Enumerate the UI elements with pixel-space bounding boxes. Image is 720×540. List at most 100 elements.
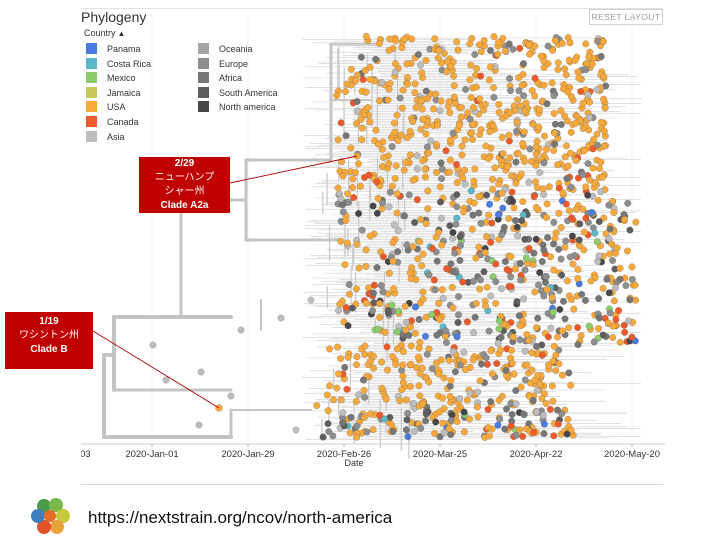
tip-point — [507, 87, 514, 95]
tip-point — [390, 221, 398, 229]
tip-point — [510, 370, 518, 378]
tip-point — [393, 209, 401, 217]
legend-title[interactable]: Country ▲ — [84, 28, 125, 38]
tip-point — [446, 382, 454, 390]
tip-point — [401, 326, 409, 334]
tip-point — [566, 253, 574, 261]
tip-point — [593, 130, 601, 138]
tip-point — [467, 187, 475, 195]
tip-point — [550, 218, 558, 226]
tip-point — [468, 35, 476, 42]
tip-point — [440, 429, 448, 436]
tip-point — [476, 285, 484, 293]
tip-point — [484, 424, 492, 431]
tip-point — [501, 425, 509, 433]
reset-layout-button[interactable]: RESET LAYOUT — [589, 9, 663, 25]
tip-point — [352, 285, 360, 293]
tip-point — [355, 210, 363, 217]
tip-point — [568, 296, 575, 303]
tip-point — [366, 118, 374, 126]
tip-point — [595, 295, 603, 302]
tip-point — [360, 386, 368, 394]
tip-point — [586, 114, 593, 121]
tip-point — [552, 351, 560, 359]
tip-point — [513, 223, 521, 231]
tip-point — [624, 247, 631, 255]
tip-point — [466, 415, 473, 423]
tip-point — [606, 309, 614, 317]
tip-point — [517, 170, 525, 178]
tip-point — [498, 133, 506, 141]
tip-point — [591, 229, 599, 237]
tip-point — [571, 56, 579, 64]
tip-point — [367, 232, 374, 240]
tip-point — [471, 165, 479, 173]
tip-point — [522, 254, 530, 262]
tip-point — [342, 132, 350, 140]
tip-point — [337, 195, 345, 203]
tip-point — [508, 188, 516, 196]
tip-point — [379, 199, 386, 207]
tip-point — [540, 81, 548, 89]
tip-point — [564, 415, 572, 423]
tip-point — [519, 140, 527, 148]
tip-point — [514, 96, 522, 104]
tip-point — [422, 56, 430, 64]
tip-point — [435, 47, 443, 55]
tip-point — [385, 46, 393, 54]
tip-point — [377, 282, 385, 289]
tip-point — [575, 74, 583, 82]
legend-label: Jamaica — [107, 87, 141, 98]
tip-point — [606, 225, 614, 233]
phylogeny-chart[interactable]: 03 2020-Jan-01 2020-Jan-29 2020-Feb-26 2020-… — [81, 0, 665, 480]
tip-point — [521, 107, 529, 115]
tip-point — [530, 428, 538, 436]
callout-pointer-new-hampshire — [229, 155, 358, 184]
chevron-up-icon[interactable]: ▲ — [117, 29, 126, 38]
tip-point — [353, 98, 361, 105]
tip-point — [411, 89, 419, 97]
tip-point — [605, 289, 613, 297]
tip-point — [392, 360, 400, 368]
tip-point — [347, 65, 355, 73]
tip-point — [469, 356, 477, 364]
tip-point — [394, 137, 402, 145]
tip-point — [584, 160, 592, 168]
tip-point — [594, 141, 601, 149]
tip-point — [471, 313, 479, 321]
tip-point — [477, 219, 485, 227]
tip-point — [446, 156, 454, 164]
tip-point — [487, 347, 495, 355]
legend-label: Oceania — [219, 44, 253, 54]
tip-point — [450, 82, 458, 90]
tip-point — [615, 307, 623, 315]
source-url[interactable]: https://nextstrain.org/ncov/north-americ… — [88, 508, 393, 527]
tip-point — [399, 379, 407, 387]
tip-point — [574, 274, 582, 282]
tip-point — [369, 307, 377, 315]
tip-point — [376, 411, 384, 419]
tip-point — [433, 331, 441, 339]
tip-point — [574, 266, 582, 273]
tip-point — [520, 60, 527, 68]
tip-point — [494, 211, 502, 219]
tip-point — [195, 421, 203, 429]
tip-point — [391, 128, 399, 136]
tip-point — [402, 159, 410, 167]
tip-point — [376, 300, 384, 307]
tip-point — [554, 420, 562, 428]
tip-point — [329, 432, 337, 440]
tip-point — [421, 165, 429, 173]
tip-point — [579, 99, 587, 107]
tip-point — [334, 184, 342, 192]
tip-point — [370, 299, 378, 307]
tip-point — [489, 122, 497, 130]
tip-point — [422, 220, 430, 227]
tip-point — [577, 332, 585, 340]
tip-point — [413, 152, 421, 160]
tip-point — [362, 299, 370, 307]
tip-point — [346, 429, 354, 437]
tip-point — [609, 322, 617, 330]
tip-point — [475, 41, 483, 49]
tip-point — [555, 209, 563, 217]
